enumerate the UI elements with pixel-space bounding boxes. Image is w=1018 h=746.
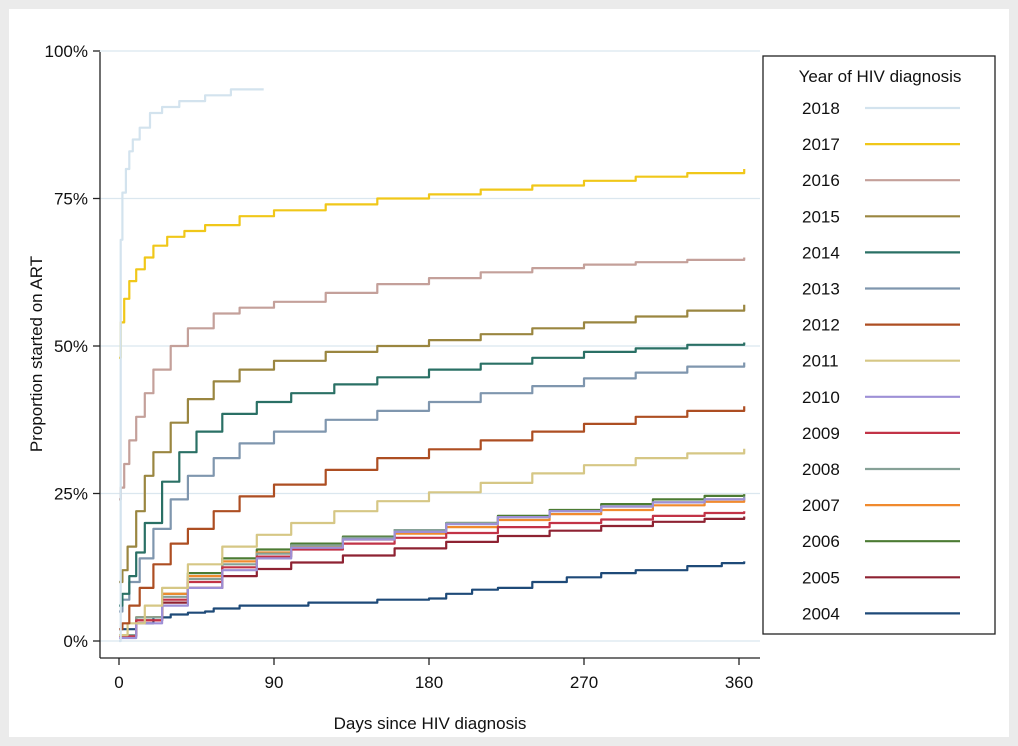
axes: [99, 52, 760, 659]
legend-label-2005: 2005: [802, 568, 840, 587]
series-line-2017: [119, 169, 746, 359]
series-line-2004: [119, 561, 746, 631]
legend-label-2010: 2010: [802, 388, 840, 407]
legend-label-2011: 2011: [802, 352, 839, 371]
series-line-2010: [119, 497, 746, 640]
legend-label-2007: 2007: [802, 496, 840, 515]
series-line-2011: [119, 448, 746, 637]
legend-title: Year of HIV diagnosis: [799, 67, 962, 86]
series-line-2013: [119, 362, 746, 613]
x-tick-label: 270: [570, 673, 598, 692]
legend-label-2015: 2015: [802, 207, 840, 226]
series-lines: [119, 88, 746, 643]
y-tick-label: 0%: [63, 632, 88, 651]
legend-label-2013: 2013: [802, 280, 840, 299]
y-tick-label: 100%: [45, 42, 88, 61]
x-tick-label: 90: [265, 673, 284, 692]
legend-label-2017: 2017: [802, 135, 840, 154]
y-tick-label: 25%: [54, 485, 88, 504]
y-tick-label: 75%: [54, 190, 88, 209]
series-line-2014: [119, 342, 746, 607]
x-tick-label: 360: [725, 673, 753, 692]
x-tick-label: 0: [114, 673, 123, 692]
legend-label-2008: 2008: [802, 460, 840, 479]
y-tick-label: 50%: [54, 337, 88, 356]
legend-label-2016: 2016: [802, 171, 840, 190]
legend-label-2009: 2009: [802, 424, 840, 443]
series-line-2018: [119, 88, 264, 643]
legend-label-2014: 2014: [802, 243, 840, 262]
legend-box: [762, 55, 996, 635]
legend-label-2006: 2006: [802, 532, 840, 551]
legend-label-2012: 2012: [802, 316, 840, 335]
series-line-2012: [119, 406, 746, 631]
y-axis-title: Proportion started on ART: [27, 256, 46, 452]
legend-label-2018: 2018: [802, 99, 840, 118]
series-line-2016: [119, 257, 746, 501]
series-line-2015: [119, 304, 746, 584]
x-axis-title: Days since HIV diagnosis: [334, 714, 527, 733]
legend-label-2004: 2004: [802, 604, 840, 623]
tick-marks: 0% 25% 50% 75% 100% 0 90 180 270 360: [45, 42, 754, 692]
x-tick-label: 180: [415, 673, 443, 692]
legend: Year of HIV diagnosis 2018 2017 2016 2015 20…: [762, 55, 996, 635]
